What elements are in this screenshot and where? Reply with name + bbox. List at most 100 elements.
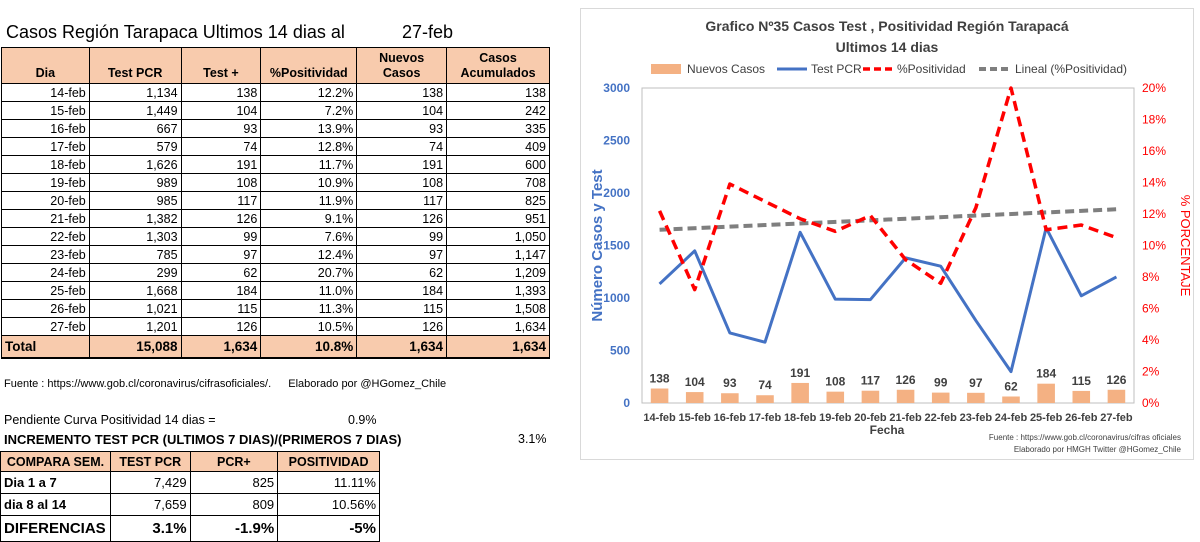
increment-label: INCREMENTO TEST PCR (ULTIMOS 7 DIAS)/(PR… — [4, 432, 401, 447]
cell-dia: 16-feb — [2, 120, 90, 138]
bar-nuevos-casos — [1037, 384, 1055, 403]
chart-subtitle: Ultimos 14 dias — [836, 39, 939, 55]
compare-cell-sem: Dia 1 a 7 — [1, 472, 111, 494]
cell-test-pos: 126 — [181, 318, 261, 336]
cell-casos-acumulados: 951 — [447, 210, 550, 228]
bar-label: 115 — [1072, 374, 1092, 388]
cell-casos-acumulados: 600 — [447, 156, 550, 174]
diff-cell-pcrpos: -1.9% — [190, 516, 278, 542]
compare-header-row: COMPARA SEM. TEST PCR PCR+ POSITIVIDAD — [1, 452, 380, 472]
bar-label: 191 — [790, 366, 810, 380]
cell-positividad: 12.2% — [261, 84, 357, 102]
bar-label: 104 — [685, 375, 705, 389]
cell-dia: 21-feb — [2, 210, 90, 228]
cell-casos-acumulados: 138 — [447, 84, 550, 102]
legend-label: Nuevos Casos — [687, 62, 765, 76]
compare-cell-pcrpos: 809 — [190, 494, 278, 516]
bar-label: 126 — [1106, 373, 1126, 387]
x-tick-label: 26-feb — [1065, 412, 1098, 424]
cell-dia: 23-feb — [2, 246, 90, 264]
diff-cell-positividad: -5% — [278, 516, 380, 542]
cell-casos-acumulados: 1,147 — [447, 246, 550, 264]
y-tick-label: 1500 — [603, 239, 630, 253]
cell-test-pos: 115 — [181, 300, 261, 318]
cell-test-pos: 191 — [181, 156, 261, 174]
cell-test-pos: 62 — [181, 264, 261, 282]
bar-label: 117 — [861, 374, 881, 388]
cell-test-pcr: 1,668 — [89, 282, 181, 300]
y2-tick-label: 6% — [1142, 302, 1160, 316]
bar-nuevos-casos — [791, 383, 809, 403]
bar-nuevos-casos — [1073, 391, 1091, 403]
col-nuevos-casos: Nuevos Casos — [357, 48, 447, 84]
cell-test-pos: 117 — [181, 192, 261, 210]
cell-positividad: 12.8% — [261, 138, 357, 156]
cell-nuevos-casos: 93 — [357, 120, 447, 138]
cell-dia: 18-feb — [2, 156, 90, 174]
y2-tick-label: 4% — [1142, 333, 1160, 347]
cell-positividad: 11.3% — [261, 300, 357, 318]
legend-swatch-nuevos-casos — [651, 64, 681, 74]
table-source: Fuente : https://www.gob.cl/coronavirus/… — [4, 378, 460, 390]
col-casos-top: Casos — [479, 51, 517, 65]
source-text: Fuente : https://www.gob.cl/coronavirus/… — [4, 378, 271, 390]
y2-tick-label: 18% — [1142, 113, 1166, 127]
slope-value: 0.9% — [348, 413, 377, 427]
cell-dia: 22-feb — [2, 228, 90, 246]
x-tick-label: 25-feb — [1030, 412, 1063, 424]
bar-label: 108 — [825, 375, 845, 389]
cell-positividad: 10.9% — [261, 174, 357, 192]
y2-tick-label: 20% — [1142, 81, 1166, 95]
bar-label: 126 — [896, 373, 916, 387]
cell-test-pcr: 579 — [89, 138, 181, 156]
cell-positividad: 11.9% — [261, 192, 357, 210]
compare-cell-sem: dia 8 al 14 — [1, 494, 111, 516]
daily-cases-table: Dia Test PCR Test + %Positividad Nuevos … — [1, 47, 550, 359]
cell-positividad: 20.7% — [261, 264, 357, 282]
bar-nuevos-casos — [897, 390, 915, 403]
x-tick-label: 27-feb — [1100, 412, 1133, 424]
bar-nuevos-casos — [756, 395, 774, 403]
cell-nuevos-casos: 126 — [357, 210, 447, 228]
cell-positividad: 7.2% — [261, 102, 357, 120]
col-positividad: %Positividad — [261, 48, 357, 84]
compare-cell-pcr: 7,659 — [110, 494, 190, 516]
cell-test-pcr: 1,449 — [89, 102, 181, 120]
total-nuevos-casos: 1,634 — [357, 336, 447, 358]
col-test-pcr: Test PCR — [89, 48, 181, 84]
cell-dia: 15-feb — [2, 102, 90, 120]
table-header-row: Dia Test PCR Test + %Positividad Nuevos … — [2, 48, 550, 84]
bar-nuevos-casos — [932, 393, 950, 403]
legend-label: Lineal (%Positividad) — [1015, 62, 1127, 76]
cell-positividad: 10.5% — [261, 318, 357, 336]
cell-dia: 27-feb — [2, 318, 90, 336]
compare-col-sem: COMPARA SEM. — [1, 452, 111, 472]
cell-casos-acumulados: 825 — [447, 192, 550, 210]
cell-dia: 19-feb — [2, 174, 90, 192]
cell-test-pos: 97 — [181, 246, 261, 264]
bar-nuevos-casos — [862, 391, 880, 403]
cell-dia: 24-feb — [2, 264, 90, 282]
cell-casos-acumulados: 335 — [447, 120, 550, 138]
col-casos-bottom: Acumulados — [461, 66, 536, 80]
cell-casos-acumulados: 242 — [447, 102, 550, 120]
total-test-pos: 1,634 — [181, 336, 261, 358]
x-axis-title: Fecha — [870, 423, 905, 437]
cell-dia: 14-feb — [2, 84, 90, 102]
trendline-positividad — [660, 209, 1117, 229]
y-tick-label: 0 — [623, 396, 630, 410]
x-tick-label: 18-feb — [784, 412, 817, 424]
cell-nuevos-casos: 99 — [357, 228, 447, 246]
x-tick-label: 24-feb — [995, 412, 1028, 424]
cell-test-pcr: 1,626 — [89, 156, 181, 174]
